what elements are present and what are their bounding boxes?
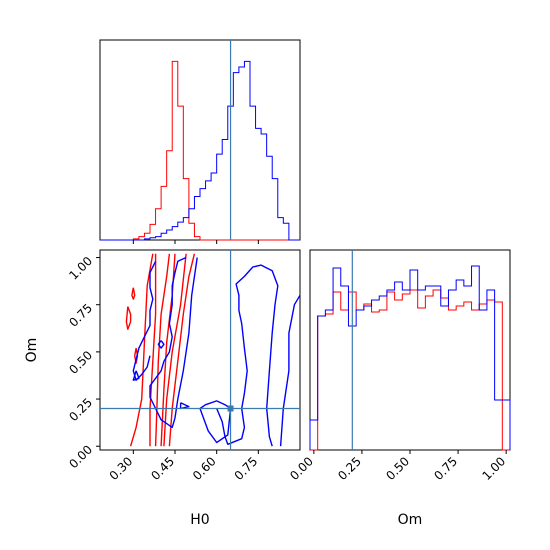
contour-series-1-line-7 [132,370,140,381]
hist-H0-series-0-step [100,60,300,241]
contour-ytick-label-1: 0.25 [66,395,95,424]
contour-series-0-line-4 [163,253,187,447]
h0-histogram-xticks [132,240,259,244]
contour-series-1-line-0 [149,256,198,429]
hist-Om-xtick-label-0: 0.00 [287,454,316,483]
hist-Om-xtick-label-3: 0.75 [431,454,460,483]
contour-xticks: 0.30 0.45 0.60 0.75 [107,450,261,483]
contour-series-0-line-1 [154,253,171,447]
contour-yticks: 0.00 0.25 0.50 0.75 1.00 [66,254,100,471]
hist-Om-xtick-label-1: 0.25 [335,454,364,483]
contour-series-0-line-2 [168,253,196,447]
om-histogram-xlabel: Om [398,512,423,528]
contour-series-1-line-2 [216,264,279,447]
om-histogram-series [309,265,511,451]
contour-series-1-line-1 [132,260,157,381]
contour-series-1-line-4 [279,294,300,447]
contour-ylabel: Om [24,338,40,363]
hist-Om-series-1-step [309,265,511,450]
h0-histogram-series [100,60,300,241]
hist-Om-xtick-label-4: 1.00 [479,454,508,483]
contour-series-1-line-3 [199,400,232,444]
contour-series-0-line-6 [125,306,132,330]
contour-xtick-label-1: 0.45 [148,454,177,483]
contour-ytick-label-4: 1.00 [66,254,95,283]
hist-Om-series-0-step [310,289,510,451]
contour-xtick-label-3: 0.75 [232,454,261,483]
contour-series [125,253,300,447]
contour-ytick-label-0: 0.00 [66,442,95,471]
contour-lines [125,253,300,447]
contour-frame [99,249,301,451]
contour-ytick-label-3: 0.75 [66,301,95,330]
h0-histogram-frame [99,39,301,241]
contour-truth-marker [227,405,234,412]
h0-histogram-panel [99,39,301,244]
contour-xlabel: H0 [190,512,209,528]
contour-series-1-line-6 [157,340,165,349]
hist-Om-xtick-label-2: 0.50 [383,454,412,483]
contour-ytick-label-2: 0.50 [66,348,95,377]
hist-H0-series-1-step [100,60,300,241]
contour-series-0-line-0 [129,253,154,447]
h0-om-contour-panel: 0.30 0.45 0.60 0.75 0.00 0.25 0.50 0.75 1.00 H0… [24,249,301,528]
contour-series-1-line-5 [179,402,190,410]
contour-series-0-line-3 [149,253,157,447]
contour-xtick-label-2: 0.60 [190,454,219,483]
contour-series-0-line-8 [131,287,136,300]
om-histogram-panel: 0.00 0.25 0.50 0.75 1.00 Om [287,249,511,528]
om-histogram-xticks: 0.00 0.25 0.50 0.75 1.00 [287,450,508,483]
contour-xtick-label-0: 0.30 [107,454,136,483]
